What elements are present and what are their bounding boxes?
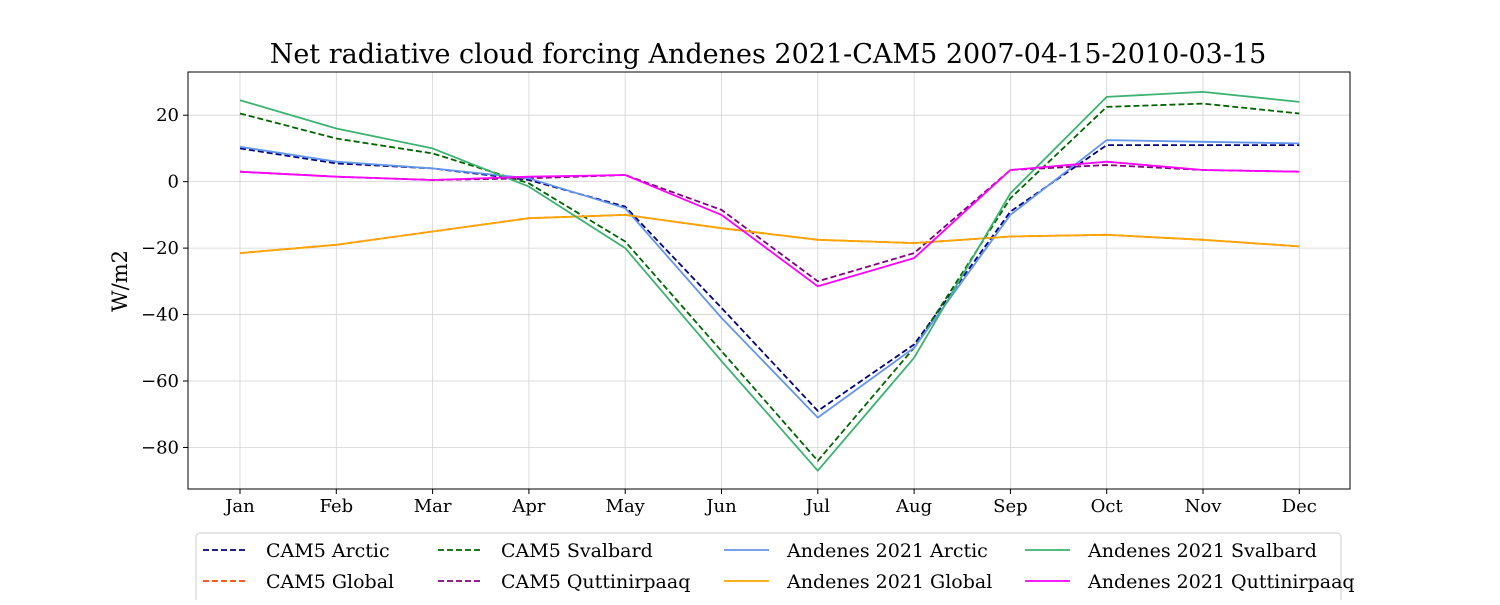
legend-label: CAM5 Quttinirpaaq xyxy=(501,571,690,593)
legend-label: CAM5 Global xyxy=(266,571,394,593)
series-line xyxy=(239,102,1300,462)
x-tick-label: Mar xyxy=(414,496,452,517)
y-axis-label: W/m2 xyxy=(108,250,132,312)
series-lines xyxy=(239,91,1300,472)
x-tick-label: Jul xyxy=(804,496,831,517)
x-tick-label: Nov xyxy=(1185,496,1223,517)
x-tick-label: Aug xyxy=(895,496,932,517)
x-tick-label: Sep xyxy=(993,496,1028,517)
x-tick-label: Dec xyxy=(1282,496,1317,517)
series-line xyxy=(239,144,1300,412)
x-tick-label: Feb xyxy=(319,496,353,517)
x-tick-label: May xyxy=(606,496,646,517)
series-line xyxy=(239,213,1300,254)
x-tick-label: Jun xyxy=(704,496,737,517)
x-tick-label: Oct xyxy=(1091,496,1124,517)
legend-label: Andenes 2021 Arctic xyxy=(786,540,988,562)
legend-label: Andenes 2021 Global xyxy=(786,571,992,593)
series-line xyxy=(239,139,1300,419)
legend-label: Andenes 2021 Quttinirpaaq xyxy=(1087,571,1355,593)
axis-ticks: Jan Feb Mar Apr May Jun Jul Aug Sep Oct Nov Dec 20 0 −… xyxy=(141,105,1317,517)
y-tick-label: −80 xyxy=(141,437,179,458)
y-tick-label: −20 xyxy=(141,238,179,259)
legend-label: Andenes 2021 Svalbard xyxy=(1087,540,1317,562)
x-tick-label: Jan xyxy=(223,496,255,517)
legend: CAM5 Arctic CAM5 Global CAM5 Svalbard CAM5 … xyxy=(195,532,1355,605)
y-tick-label: −40 xyxy=(141,305,179,326)
series-line xyxy=(239,91,1300,472)
plot-area-frame xyxy=(187,71,1351,490)
y-tick-label: 20 xyxy=(156,105,179,126)
legend-label: CAM5 Svalbard xyxy=(501,540,653,562)
y-tick-label: −60 xyxy=(141,371,179,392)
series-line xyxy=(239,160,1300,288)
x-tick-label: Apr xyxy=(511,496,546,517)
series-line xyxy=(239,164,1300,283)
legend-box xyxy=(195,532,1342,605)
chart-title: Net radiative cloud forcing Andenes 2021… xyxy=(270,39,1267,70)
y-tick-label: 0 xyxy=(168,172,179,193)
legend-label: CAM5 Arctic xyxy=(266,540,390,562)
